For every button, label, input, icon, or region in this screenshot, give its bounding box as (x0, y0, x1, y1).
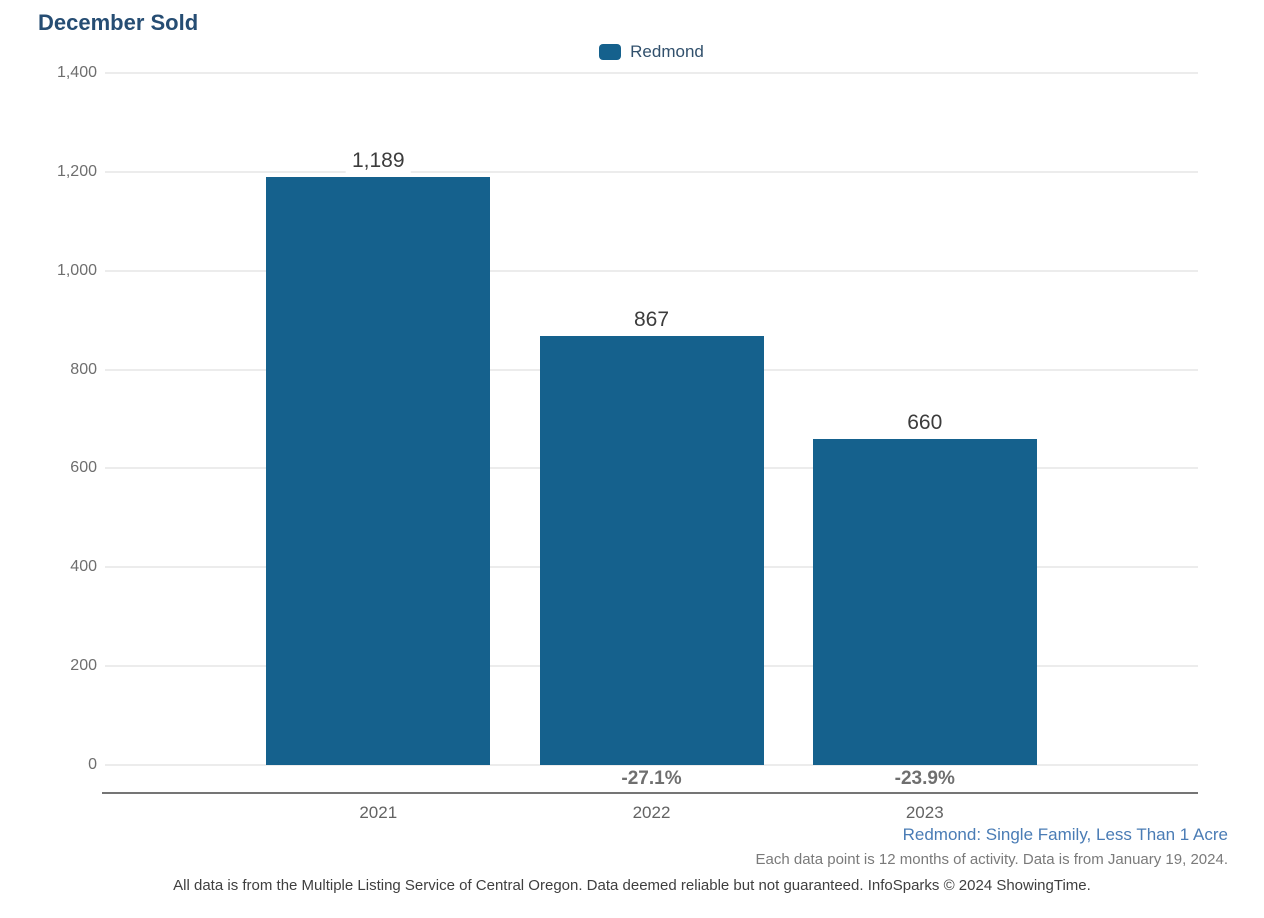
x-axis-tick-label: 2021 (359, 803, 398, 822)
x-axis-tick-label: 2023 (905, 803, 944, 822)
gridline (105, 170, 1198, 173)
x-axis-line (102, 792, 1198, 794)
data-note: Each data point is 12 months of activity… (755, 851, 1228, 868)
y-axis-tick-label: 0 (88, 756, 97, 773)
gridline (105, 72, 1198, 74)
bar-2023[interactable] (813, 438, 1037, 765)
bar-value-label: 1,189 (345, 148, 411, 175)
bar-value-label: 867 (627, 307, 676, 334)
disclaimer: All data is from the Multiple Listing Se… (173, 877, 1091, 894)
bar-2022[interactable] (540, 336, 764, 765)
bar-value-label: 660 (901, 409, 949, 436)
pct-change-label: -23.9% (894, 768, 955, 789)
y-axis-tick-label: 800 (70, 360, 97, 378)
y-axis-tick-label: 1,200 (56, 162, 97, 180)
pct-change-label: -27.1% (621, 768, 682, 789)
y-axis-tick-label: 600 (70, 459, 97, 477)
y-axis-tick-label: 1,400 (56, 64, 97, 81)
y-axis-tick-label: 200 (70, 657, 97, 675)
y-axis-tick-label: 400 (70, 558, 97, 576)
legend-label: Redmond (630, 42, 704, 61)
gridline (105, 269, 1198, 272)
bar-2021[interactable] (266, 177, 490, 765)
legend-swatch-icon (599, 44, 622, 60)
segment-note: Redmond: Single Family, Less Than 1 Acre (902, 825, 1228, 844)
legend: Redmond (105, 42, 1198, 66)
legend-item-redmond[interactable]: Redmond (599, 42, 704, 62)
gridline (105, 764, 1198, 766)
chart-title: December Sold (38, 10, 199, 35)
y-axis-tick-label: 1,000 (56, 261, 97, 279)
x-axis-tick-label: 2022 (632, 803, 671, 822)
